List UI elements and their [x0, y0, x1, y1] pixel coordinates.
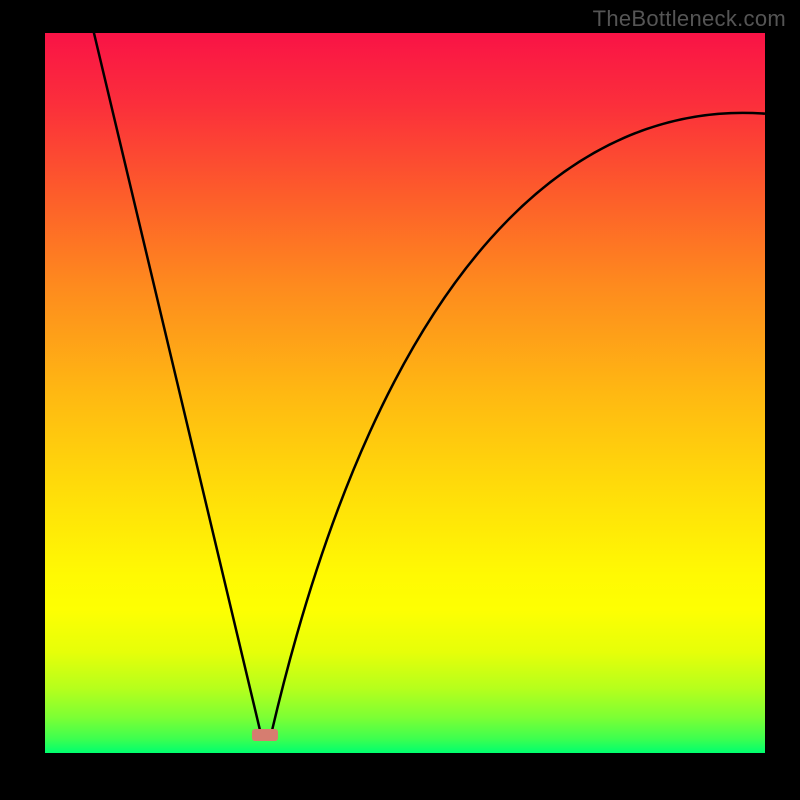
- watermark-text: TheBottleneck.com: [593, 6, 786, 32]
- chart-plot-area: [45, 33, 765, 753]
- bottleneck-curve: [45, 33, 765, 753]
- minimum-marker: [252, 729, 278, 742]
